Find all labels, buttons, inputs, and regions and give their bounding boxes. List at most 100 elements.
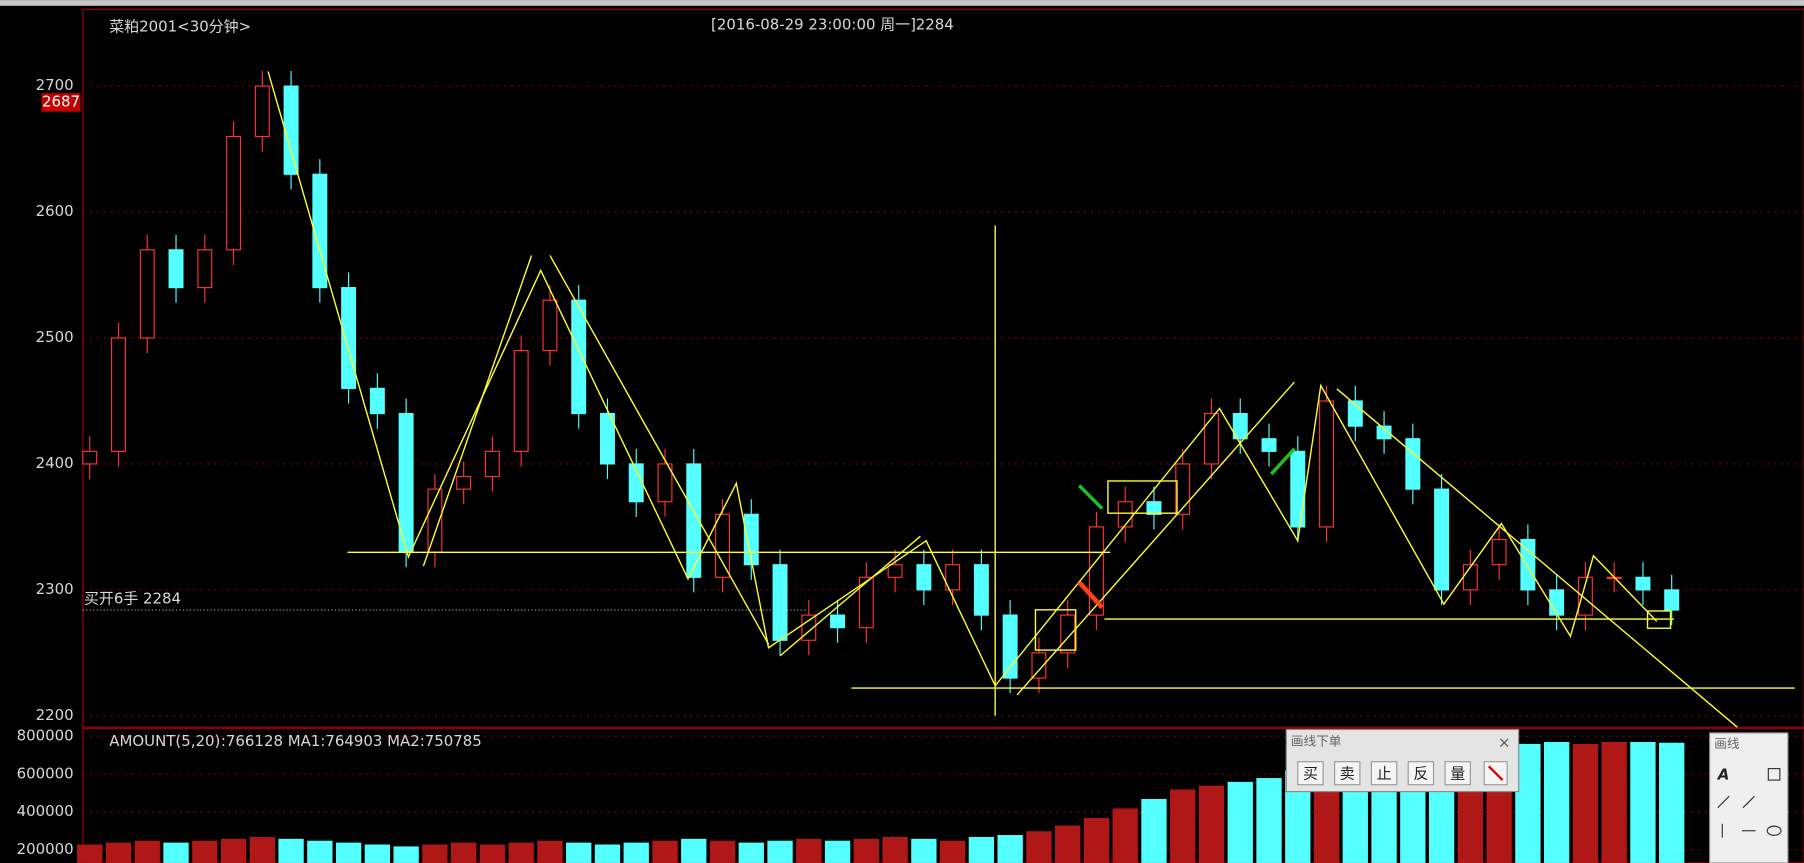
- candle-body: [1434, 488, 1450, 591]
- volume-bar: [1141, 798, 1167, 863]
- volume-bar: [307, 840, 333, 863]
- volume-bar: [767, 840, 793, 863]
- trend-line: [1016, 381, 1295, 696]
- volume-bar: [1112, 808, 1138, 863]
- candles: [82, 70, 1680, 694]
- volume-bar: [451, 842, 477, 863]
- order-button-label[interactable]: 卖: [1340, 764, 1355, 782]
- volume-bar: [681, 838, 707, 863]
- order-button[interactable]: [1444, 761, 1471, 786]
- candle-body: [82, 450, 98, 465]
- order-button-label[interactable]: 买: [1303, 764, 1318, 782]
- volume-bar: [1227, 781, 1253, 863]
- arrow: [1077, 484, 1104, 510]
- price-frame: [82, 8, 1804, 728]
- candle-body: [1060, 614, 1076, 654]
- candle-body: [1520, 538, 1536, 591]
- order-button[interactable]: [1334, 761, 1361, 786]
- tool-title: 画线: [1714, 736, 1740, 751]
- candle-body: [139, 249, 155, 339]
- candle-body: [1146, 501, 1162, 515]
- trend-line: [422, 255, 533, 567]
- volume-bar: [796, 838, 822, 863]
- volume-bar: [335, 842, 362, 863]
- volume-bar: [1256, 778, 1282, 863]
- order-button-label[interactable]: 止: [1377, 764, 1392, 782]
- y-tick-label: 400000: [17, 802, 74, 820]
- order-button[interactable]: [1407, 761, 1435, 786]
- volume-bar: [1601, 742, 1627, 863]
- volume-bar: [278, 838, 304, 863]
- zigzag: [267, 71, 1658, 688]
- tool-frame: [1709, 732, 1789, 863]
- volume-bar: [1543, 742, 1570, 863]
- volume-title: AMOUNT(5,20): [109, 732, 220, 750]
- volume-bar: [77, 844, 103, 863]
- order-dialog: 画线下单 × 买 卖 止 反 量: [1285, 728, 1520, 793]
- cancel-icon: [1487, 765, 1504, 781]
- y-tick-label: 2400: [36, 454, 74, 472]
- order-button[interactable]: [1370, 761, 1398, 786]
- volume-bar: [422, 844, 448, 863]
- y-tick-label: 2700: [36, 76, 74, 94]
- volume-bar: [1630, 742, 1656, 863]
- candle-body: [542, 299, 558, 352]
- close-button[interactable]: ×: [1498, 733, 1511, 751]
- volume-bar: [1083, 817, 1110, 863]
- candle-body: [168, 249, 184, 289]
- arrow: [1077, 580, 1104, 610]
- volume-bar: [882, 836, 908, 863]
- volume-bar: [1572, 743, 1599, 863]
- dialog-frame: [1285, 728, 1520, 793]
- candle-body: [513, 350, 529, 452]
- candle-body: [312, 173, 328, 289]
- volume-bar: [623, 842, 649, 863]
- volume-bar: [1055, 825, 1081, 863]
- candle-body: [686, 463, 702, 578]
- candle-body: [197, 249, 213, 289]
- volume-bar: [537, 840, 563, 863]
- cursor-time: [2016-08-29 23:00:00 周一]: [711, 15, 916, 33]
- volume-bar: [393, 846, 419, 863]
- volume-bar: [1026, 831, 1052, 863]
- candle-body: [1088, 526, 1104, 616]
- order-label: 买开6手 2284: [84, 589, 181, 607]
- rect-tool[interactable]: [1767, 768, 1781, 781]
- candle-body: [657, 463, 673, 503]
- volume-stats: :766128 MA1:764903 MA2:750785: [221, 732, 482, 750]
- candle-body: [254, 85, 270, 138]
- trend-line: [1336, 388, 1738, 728]
- candle-body: [226, 135, 242, 251]
- trend-line: [549, 255, 770, 645]
- top-bar: [0, 0, 1804, 6]
- candle-body: [111, 337, 126, 452]
- candle-body: [1577, 576, 1593, 616]
- box: [1034, 609, 1077, 651]
- ellipse-tool[interactable]: [1766, 825, 1782, 836]
- tool-panel: 画线 A: [1709, 732, 1789, 863]
- y-tick-label: 800000: [17, 726, 74, 744]
- order-button[interactable]: [1297, 761, 1324, 786]
- volume-bar: [968, 836, 995, 863]
- candle-body: [1376, 425, 1392, 440]
- volume-bar: [652, 840, 678, 863]
- candle-body: [858, 576, 874, 629]
- volume-bar: [853, 838, 879, 863]
- volume-bar: [249, 836, 275, 863]
- line-tool[interactable]: [1717, 795, 1730, 809]
- ray-tool[interactable]: [1742, 795, 1755, 809]
- candle-body: [916, 564, 932, 591]
- candle-body: [1002, 614, 1018, 679]
- candle-body: [1261, 438, 1277, 452]
- order-button-label[interactable]: 量: [1450, 764, 1465, 782]
- chart-title: 菜粕2001<30分钟>: [109, 18, 251, 36]
- candle-body: [1232, 412, 1248, 440]
- volume-bar: [508, 842, 534, 863]
- y-tick-label: 200000: [17, 840, 74, 858]
- candle-body: [715, 513, 730, 578]
- order-button-label[interactable]: 反: [1413, 764, 1428, 782]
- candle-body: [628, 463, 644, 503]
- text-tool[interactable]: A: [1717, 766, 1730, 784]
